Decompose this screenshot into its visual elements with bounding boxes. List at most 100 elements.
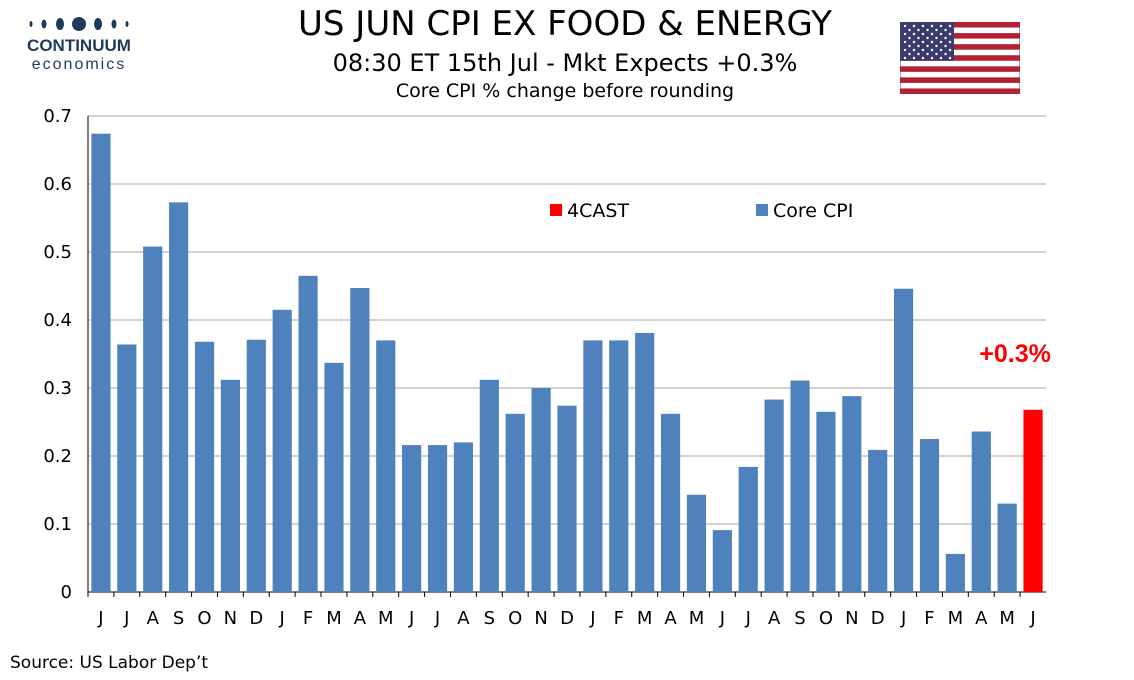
- x-tick-label: J: [97, 608, 103, 629]
- x-tick-label: N: [224, 608, 237, 629]
- x-tick-label: A: [975, 608, 988, 629]
- bar-core-cpi: [764, 399, 784, 592]
- y-tick-label: 0.6: [43, 174, 72, 195]
- x-tick-label: M: [948, 608, 964, 629]
- bar-core-cpi: [402, 445, 422, 592]
- bar-core-cpi: [427, 445, 448, 592]
- x-tick-label: M: [326, 608, 342, 629]
- legend-label-core-cpi: Core CPI: [773, 200, 853, 222]
- x-tick-label: M: [378, 608, 394, 629]
- bar-core-cpi: [298, 275, 318, 592]
- bar-core-cpi: [609, 340, 629, 592]
- x-tick-label: J: [745, 608, 751, 629]
- y-tick-label: 0.3: [43, 378, 72, 399]
- x-tick-label: N: [845, 608, 858, 629]
- bar-4cast: [1023, 409, 1043, 592]
- logo: CONTINUUM economics: [14, 14, 144, 73]
- x-tick-label: F: [924, 608, 934, 629]
- bar-core-cpi: [324, 362, 344, 592]
- bar-core-cpi: [117, 344, 137, 592]
- x-tick-label: J: [719, 608, 725, 629]
- x-tick-label: J: [408, 608, 414, 629]
- us-flag-icon: [900, 22, 1020, 94]
- bar-core-cpi: [894, 288, 914, 592]
- x-tick-label: A: [457, 608, 470, 629]
- y-tick-label: 0.4: [43, 310, 72, 331]
- x-tick-label: S: [173, 608, 184, 629]
- bar-core-cpi: [868, 449, 888, 592]
- x-tick-label: A: [768, 608, 781, 629]
- x-tick-label: M: [999, 608, 1015, 629]
- x-tick-label: D: [249, 608, 263, 629]
- chart-title: US JUN CPI EX FOOD & ENERGY: [298, 4, 832, 44]
- bar-core-cpi: [635, 332, 655, 592]
- bar-core-cpi: [143, 246, 163, 592]
- x-tick-label: O: [508, 608, 522, 629]
- x-tick-label: A: [354, 608, 367, 629]
- bar-core-cpi: [686, 494, 707, 592]
- x-tick-label: S: [794, 608, 805, 629]
- x-tick-label: J: [123, 608, 129, 629]
- y-tick-label: 0: [61, 582, 72, 603]
- legend: 4CAST Core CPI: [550, 200, 853, 222]
- source-note: Source: US Labor Dep’t: [10, 653, 209, 673]
- bar-core-cpi: [945, 553, 965, 592]
- bar-core-cpi: [479, 379, 499, 592]
- y-axis-ticks: 0 0.1 0.2 0.3 0.4 0.5 0.6 0.7: [43, 106, 72, 603]
- bar-core-cpi: [272, 309, 292, 592]
- bar-core-cpi: [557, 405, 577, 592]
- x-tick-label: D: [871, 608, 885, 629]
- bar-core-cpi: [997, 503, 1017, 592]
- x-tick-label: N: [534, 608, 547, 629]
- x-tick-label: M: [637, 608, 653, 629]
- bars: [91, 133, 1043, 593]
- legend-label-4cast: 4CAST: [567, 200, 629, 222]
- bar-core-cpi: [583, 340, 603, 592]
- bar-core-cpi: [350, 288, 370, 592]
- bar-core-cpi: [919, 439, 940, 592]
- y-tick-label: 0.7: [43, 106, 72, 127]
- chart-subtitle: 08:30 ET 15th Jul - Mkt Expects +0.3%: [332, 49, 798, 77]
- forecast-annotation: +0.3%: [979, 340, 1051, 368]
- y-tick-label: 0.2: [43, 446, 72, 467]
- legend-swatch-4cast: [550, 204, 562, 216]
- y-tick-label: 0.1: [43, 514, 72, 535]
- bar-core-cpi: [453, 442, 474, 592]
- x-tick-label: J: [589, 608, 595, 629]
- x-tick-label: M: [689, 608, 705, 629]
- bar-core-cpi: [220, 379, 240, 592]
- x-tick-label: D: [560, 608, 574, 629]
- bar-core-cpi: [738, 466, 758, 592]
- logo-dots-icon: [29, 17, 129, 31]
- chart-subtitle-2: Core CPI % change before rounding: [395, 80, 735, 102]
- x-tick-label: A: [147, 608, 160, 629]
- bar-core-cpi: [505, 413, 525, 592]
- bar-core-cpi: [376, 340, 396, 592]
- bar-core-cpi: [712, 530, 732, 592]
- bar-core-cpi: [194, 341, 215, 592]
- x-tick-label: J: [279, 608, 285, 629]
- x-tick-label: O: [197, 608, 211, 629]
- x-tick-label: O: [819, 608, 833, 629]
- bar-core-cpi: [246, 339, 266, 592]
- logo-subtitle: economics: [31, 56, 127, 73]
- bar-core-cpi: [169, 202, 189, 593]
- y-tick-label: 0.5: [43, 242, 72, 263]
- logo-name: CONTINUUM: [27, 36, 131, 55]
- x-tick-label: A: [664, 608, 677, 629]
- bar-core-cpi: [842, 396, 862, 592]
- bar-core-cpi: [91, 133, 111, 592]
- bar-core-cpi: [790, 380, 810, 592]
- x-tick-label: S: [484, 608, 495, 629]
- x-tick-label: J: [434, 608, 440, 629]
- bar-core-cpi: [971, 431, 991, 592]
- x-tick-label: J: [1029, 608, 1035, 629]
- x-tick-label: F: [303, 608, 313, 629]
- x-tick-label: F: [614, 608, 624, 629]
- bar-core-cpi: [660, 413, 681, 592]
- bar-core-cpi: [531, 388, 551, 592]
- legend-swatch-core-cpi: [756, 204, 768, 216]
- x-tick-label: J: [900, 608, 906, 629]
